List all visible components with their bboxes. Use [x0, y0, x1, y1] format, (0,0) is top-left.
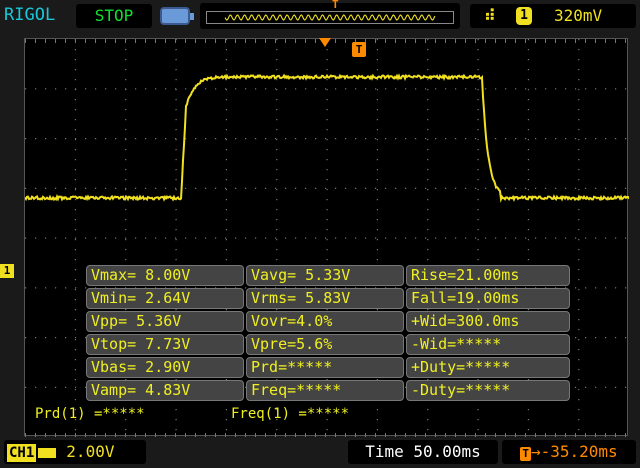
- period-counter: Prd(1) =*****: [35, 406, 145, 422]
- trigger-offset-icon: T: [520, 447, 531, 461]
- rising-edge-icon: ⠾: [484, 4, 496, 28]
- measurement-row: Vamp= 4.83V Freq=***** -Duty=*****: [86, 380, 570, 401]
- ch1-scale: 2.00V: [66, 442, 114, 461]
- ch1-offset-marker[interactable]: 1: [0, 264, 14, 278]
- measurement-freq: Freq=*****: [246, 380, 404, 401]
- measurement-pwid: +Wid=300.0ms: [406, 311, 570, 332]
- measurement-row: Vbas= 2.90V Prd=***** +Duty=*****: [86, 357, 570, 378]
- measurement-table: Vmax= 8.00V Vavg= 5.33V Rise=21.00ms Vmin=…: [86, 265, 570, 403]
- trigger-channel: 1: [516, 7, 532, 25]
- memory-trigger-marker: T: [332, 0, 339, 11]
- timebase[interactable]: Time 50.00ms: [348, 440, 498, 464]
- measurement-vpre: Vpre=5.6%: [246, 334, 404, 355]
- measurement-vmin: Vmin= 2.64V: [86, 288, 244, 309]
- measurement-rise: Rise=21.00ms: [406, 265, 570, 286]
- measurement-vbas: Vbas= 2.90V: [86, 357, 244, 378]
- measurement-row: Vpp= 5.36V Vovr=4.0% +Wid=300.0ms: [86, 311, 570, 332]
- brand-logo: RIGOL: [2, 2, 70, 28]
- measurement-pduty: +Duty=*****: [406, 357, 570, 378]
- measurement-vmax: Vmax= 8.00V: [86, 265, 244, 286]
- memory-waveform: [206, 11, 454, 24]
- trigger-offset[interactable]: T →-35.20ms: [502, 440, 636, 464]
- trigger-offset-value: -35.20ms: [541, 442, 618, 461]
- trigger-level: 320mV: [554, 4, 602, 28]
- measurement-vrms: Vrms= 5.83V: [246, 288, 404, 309]
- ch1-label: CH1: [7, 444, 36, 462]
- measurement-row: Vmax= 8.00V Vavg= 5.33V Rise=21.00ms: [86, 265, 570, 286]
- measurement-row: Vtop= 7.73V Vpre=5.6% -Wid=*****: [86, 334, 570, 355]
- measurement-vtop: Vtop= 7.73V: [86, 334, 244, 355]
- measurement-prd: Prd=*****: [246, 357, 404, 378]
- measurement-vamp: Vamp= 4.83V: [86, 380, 244, 401]
- measurement-nduty: -Duty=*****: [406, 380, 570, 401]
- measurement-vovr: Vovr=4.0%: [246, 311, 404, 332]
- measurement-vavg: Vavg= 5.33V: [246, 265, 404, 286]
- measurement-row: Vmin= 2.64V Vrms= 5.83V Fall=19.00ms: [86, 288, 570, 309]
- battery-icon: [160, 7, 190, 25]
- ch1-settings[interactable]: CH1 2.00V: [4, 440, 146, 464]
- frequency-counter: Freq(1) =*****: [231, 406, 349, 422]
- dc-coupling-icon: [38, 448, 56, 458]
- run-status[interactable]: STOP: [76, 4, 152, 28]
- measurement-vpp: Vpp= 5.36V: [86, 311, 244, 332]
- measurement-fall: Fall=19.00ms: [406, 288, 570, 309]
- memory-overview[interactable]: T: [200, 3, 460, 29]
- measurement-nwid: -Wid=*****: [406, 334, 570, 355]
- trigger-settings[interactable]: ⠾ 1 320mV: [470, 4, 636, 28]
